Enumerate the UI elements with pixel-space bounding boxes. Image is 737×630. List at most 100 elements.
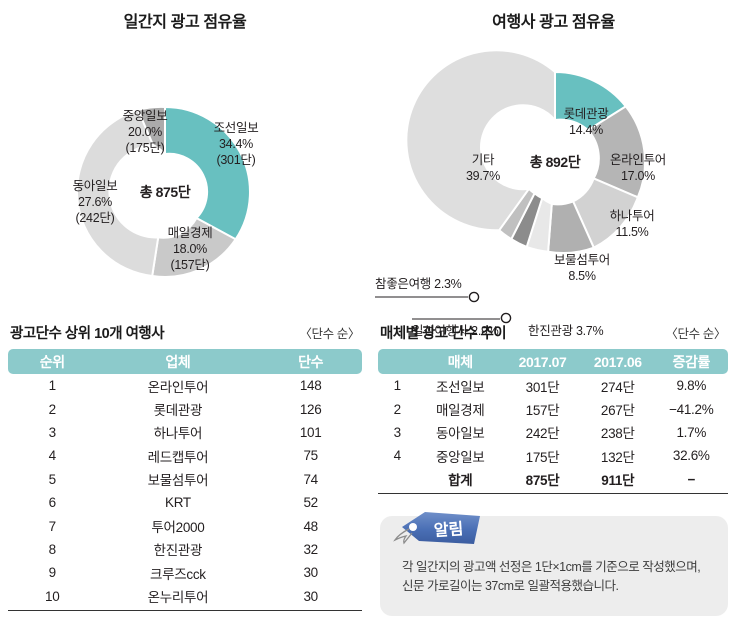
table-row: 2 롯데관광 126: [8, 397, 362, 420]
cell-count: 126: [299, 401, 322, 417]
slice-chosun: [164, 105, 251, 241]
table-row: 10 온누리투어 30: [8, 585, 362, 608]
left-donut-svg: 조선일보 34.4% (301단) 매일경제 18.0% (157단) 동아일보…: [73, 105, 259, 278]
slice-label-etc-name: 기타: [472, 153, 495, 167]
slice-label-chosun-count: (301단): [217, 153, 256, 167]
column-header-count: 단수: [259, 349, 362, 374]
cell-company: 롯데관광: [153, 403, 203, 419]
slice-label-onlinetour-pct: 17.0%: [621, 169, 655, 183]
column-header-index: [378, 349, 417, 374]
right-table-header-row: 매체별 광고 단수 추이 〈단수 순〉: [378, 322, 728, 349]
cell-change: 1.7%: [676, 424, 707, 440]
slice-joongang: [136, 105, 166, 157]
table-row: 9 크루즈cck 30: [8, 561, 362, 584]
slice-label-hanatour-name: 하나투어: [610, 209, 655, 223]
cell-media: 매일경제: [436, 403, 485, 419]
media-ad-trend-table-panel: 매체별 광고 단수 추이 〈단수 순〉 매체 2017.07 2017.06 증…: [378, 322, 728, 494]
slice-label-etc-pct: 39.7%: [466, 169, 500, 183]
slice-label-joongang-name: 중앙일보: [123, 109, 168, 123]
cell-media: 합계: [448, 473, 473, 489]
travel-agency-share-chart: 여행사 광고 점유율 롯데관광 14.4% 온라인투어 17.0%: [370, 0, 737, 338]
slice-donga: [76, 108, 160, 278]
daily-newspaper-share-chart: 일간지 광고 점유율 조선일보 34.4% (301단) 매일경제 18.0% …: [0, 0, 370, 320]
right-table-bottom-rule: [378, 492, 728, 494]
slice-etc: [405, 49, 556, 232]
slice-label-hanatour-pct: 11.5%: [615, 225, 648, 239]
cell-rank: 4: [48, 448, 57, 464]
cell-count: 74: [303, 471, 318, 487]
cell-media: 중앙일보: [436, 449, 485, 465]
cell-201706: 911단: [601, 473, 635, 489]
right-center-total: 총 892단: [530, 154, 581, 170]
right-donut-wrapper: 롯데관광 14.4% 온라인투어 17.0% 하나투어 11.5% 보물섬투어 …: [370, 32, 737, 338]
notice-box: 알림 각 일간지의 광고액 선정은 1단×1cm를 기준으로 작성했으며, 신문…: [380, 512, 728, 616]
cell-rank: 10: [45, 588, 60, 604]
cell-rank: 6: [48, 495, 57, 511]
column-header-201707: 2017.07: [504, 349, 581, 374]
cell-count: 101: [299, 424, 322, 440]
table-row: 4 중앙일보 175단 132단 32.6%: [378, 444, 728, 467]
slice-label-onlinetour-name: 온라인투어: [610, 153, 666, 167]
cell-201706: 238단: [600, 426, 635, 442]
cell-201707: 175단: [525, 449, 560, 465]
cell-rank: 1: [48, 378, 57, 394]
right-table-heading: 매체별 광고 단수 추이: [380, 326, 507, 342]
table-row: 6 KRT 52: [8, 491, 362, 514]
callout-hanjin: 한진관광 3.7%: [528, 324, 603, 338]
column-header-company: 업체: [96, 349, 260, 374]
column-header-rank: 순위: [8, 349, 97, 374]
cell-index: 2: [393, 401, 402, 417]
leader-dot-ilseong: [500, 312, 512, 324]
table-row: 1 조선일보 301단 274단 9.8%: [378, 374, 728, 397]
column-header-media: 매체: [416, 349, 504, 374]
slice-label-joongang-count: (175단): [126, 141, 165, 155]
cell-index: 3: [393, 424, 402, 440]
slice-label-bomulseom-pct: 8.5%: [568, 269, 595, 283]
cell-index: 1: [393, 378, 402, 394]
table-row: 3 동아일보 242단 238단 1.7%: [378, 421, 728, 444]
notice-line-1: 각 일간지의 광고액 선정은 1단×1cm를 기준으로 작성했으며,: [402, 560, 701, 574]
cell-201707: 875단: [525, 473, 560, 489]
column-header-201706: 2017.06: [581, 349, 655, 374]
slice-label-donga-count: (242단): [76, 211, 115, 225]
column-header-change: 증감률: [654, 349, 728, 374]
left-chart-title: 일간지 광고 점유율: [123, 14, 247, 31]
cell-company: KRT: [164, 495, 191, 511]
cell-rank: 7: [48, 518, 57, 534]
slice-label-lotte-pct: 14.4%: [569, 123, 603, 137]
slice-label-maeil-pct: 18.0%: [173, 242, 207, 256]
table-header-row: 순위 업체 단수: [8, 349, 362, 374]
cell-media: 동아일보: [436, 426, 485, 442]
table-row: 7 투어2000 48: [8, 514, 362, 537]
slice-label-donga-pct: 27.6%: [78, 195, 112, 209]
cell-201706: 132단: [600, 449, 635, 465]
slice-label-joongang-pct: 20.0%: [128, 125, 162, 139]
table-row: 3 하나투어 101: [8, 421, 362, 444]
left-donut-wrapper: 조선일보 34.4% (301단) 매일경제 18.0% (157단) 동아일보…: [0, 32, 370, 302]
right-donut-svg: 롯데관광 14.4% 온라인투어 17.0% 하나투어 11.5% 보물섬투어 …: [375, 49, 666, 338]
leader-dot-chamjoeun: [468, 291, 480, 303]
right-table-note: 〈단수 순〉: [665, 327, 726, 341]
cell-media: 조선일보: [436, 379, 485, 395]
notice-tag-label: 알림: [433, 519, 464, 540]
cell-201706: 267단: [600, 403, 635, 419]
cell-change: −41.2%: [669, 401, 714, 417]
cell-rank: 2: [48, 401, 57, 417]
cell-count: 30: [303, 588, 318, 604]
slice-label-chosun-name: 조선일보: [214, 121, 259, 135]
left-table-heading: 광고단수 상위 10개 여행사: [10, 326, 165, 342]
cell-201707: 301단: [525, 379, 560, 395]
table-row: 2 매일경제 157단 267단 −41.2%: [378, 397, 728, 420]
top10-travel-agency-table-panel: 광고단수 상위 10개 여행사 〈단수 순〉 순위 업체 단수 1 온라인투어 …: [8, 322, 362, 611]
table-row: 8 한진관광 32: [8, 538, 362, 561]
callout-ilseong: 일성여행사 2.9%: [412, 323, 499, 338]
cell-count: 75: [303, 448, 318, 464]
cell-rank: 5: [48, 471, 57, 487]
table-row: 1 온라인투어 148: [8, 374, 362, 397]
cell-201707: 157단: [525, 403, 560, 419]
cell-change: −: [687, 471, 696, 487]
table-row: 5 보물섬투어 74: [8, 468, 362, 491]
cell-index: [378, 468, 417, 491]
cell-company: 한진관광: [153, 543, 203, 559]
cell-company: 크루즈cck: [150, 566, 206, 582]
